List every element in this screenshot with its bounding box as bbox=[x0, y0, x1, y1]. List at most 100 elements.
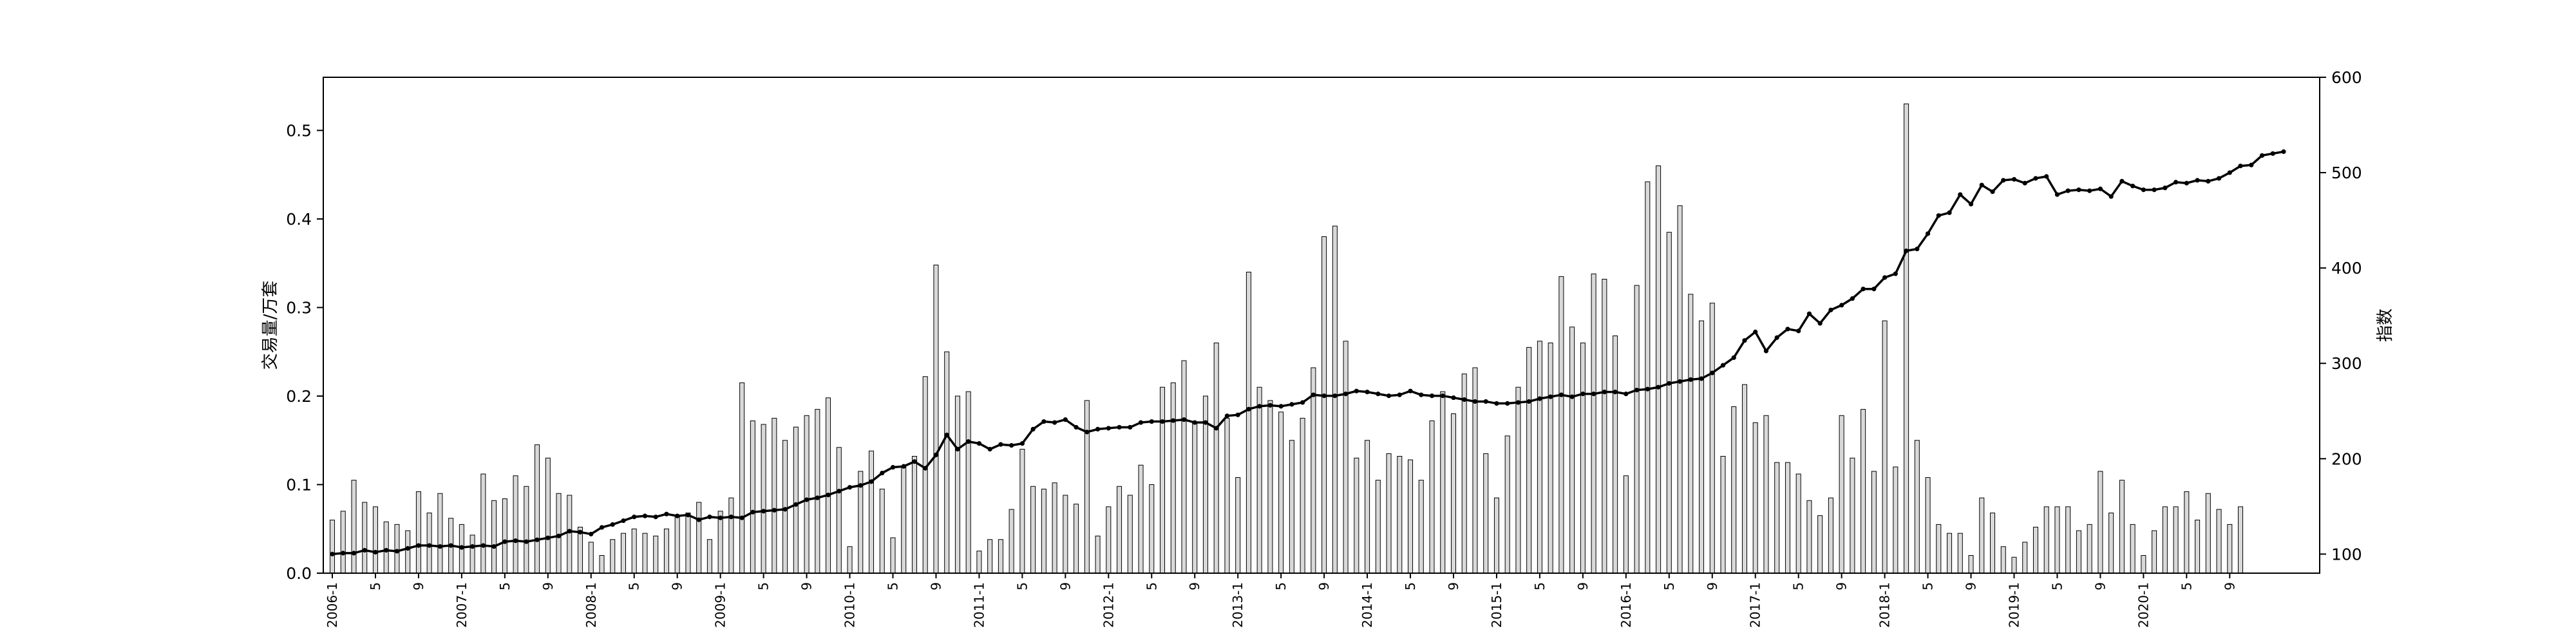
y-tick-label-left: 0.3 bbox=[286, 299, 312, 317]
index-point bbox=[1763, 348, 1769, 354]
index-point bbox=[578, 529, 583, 535]
index-point bbox=[1558, 392, 1564, 397]
volume-bar bbox=[663, 528, 669, 574]
index-point bbox=[1796, 328, 1801, 334]
volume-bar bbox=[2076, 530, 2081, 574]
volume-bar bbox=[405, 530, 411, 574]
volume-bar bbox=[1936, 524, 1942, 574]
index-point bbox=[502, 539, 507, 544]
volume-bar bbox=[383, 521, 389, 574]
volume-bar bbox=[1224, 417, 1230, 574]
volume-bar bbox=[1839, 415, 1844, 574]
index-point bbox=[1063, 417, 1068, 422]
index-point bbox=[2108, 194, 2114, 199]
x-tick-label: 5 bbox=[627, 582, 642, 591]
volume-bar bbox=[1418, 480, 1424, 574]
index-point bbox=[1915, 246, 1920, 252]
volume-bar bbox=[869, 450, 875, 574]
index-point bbox=[524, 539, 529, 544]
volume-bar bbox=[1450, 413, 1457, 574]
y-axis-label-right: 指数 bbox=[2376, 308, 2395, 342]
index-point bbox=[384, 547, 389, 553]
index-point bbox=[330, 551, 335, 556]
x-tick-label: 9 bbox=[1446, 582, 1461, 591]
volume-bar bbox=[1914, 440, 1920, 574]
index-point bbox=[1451, 395, 1456, 401]
x-tick-label: 5 bbox=[1273, 582, 1289, 591]
volume-bar bbox=[761, 424, 766, 574]
volume-bar bbox=[1074, 504, 1079, 574]
index-point bbox=[589, 531, 594, 536]
index-point bbox=[998, 442, 1003, 447]
left-axis: 0.0 0.1 0.2 0.3 0.4 0.5 bbox=[286, 122, 323, 583]
index-point bbox=[1839, 303, 1844, 308]
y-tick-label-left: 0.4 bbox=[286, 210, 312, 229]
index-point bbox=[2130, 184, 2136, 189]
index-point bbox=[2174, 180, 2179, 185]
index-point bbox=[1515, 400, 1521, 405]
x-tick-label: 5 bbox=[1014, 582, 1030, 591]
index-point bbox=[653, 515, 658, 520]
index-point bbox=[1753, 329, 1758, 334]
volume-bar bbox=[599, 555, 605, 574]
points-layer bbox=[330, 149, 2286, 556]
x-tick-label: 5 bbox=[368, 582, 383, 591]
volume-bar bbox=[340, 511, 346, 574]
index-point bbox=[890, 465, 896, 470]
index-point bbox=[1828, 307, 1833, 312]
index-point bbox=[1376, 392, 1381, 397]
y-tick-label-right: 500 bbox=[2331, 164, 2362, 182]
volume-bar bbox=[426, 513, 432, 574]
index-point bbox=[416, 543, 421, 548]
index-point bbox=[351, 551, 357, 556]
x-tick-label: 9 bbox=[799, 582, 815, 591]
volume-bar bbox=[1871, 471, 1877, 574]
index-point bbox=[2065, 188, 2070, 193]
index-point bbox=[1785, 327, 1790, 332]
index-point bbox=[2001, 178, 2006, 183]
index-point bbox=[880, 470, 885, 476]
volume-bar bbox=[1774, 462, 1780, 574]
index-point bbox=[976, 441, 982, 446]
index-point bbox=[1494, 401, 1499, 406]
volume-bar bbox=[1365, 440, 1370, 574]
plot-frame bbox=[323, 77, 2320, 574]
x-tick-label: 9 bbox=[2222, 582, 2237, 591]
volume-bar bbox=[329, 520, 336, 574]
volume-bar bbox=[1795, 473, 1801, 574]
x-tick-label: 5 bbox=[886, 582, 901, 591]
index-point bbox=[2270, 151, 2275, 156]
volume-bar bbox=[1785, 462, 1790, 574]
volume-bar bbox=[620, 533, 626, 574]
x-tick-label: 9 bbox=[1575, 582, 1591, 591]
volume-bar bbox=[1699, 320, 1705, 574]
volume-bar bbox=[1192, 422, 1198, 574]
volume-bar bbox=[469, 535, 475, 574]
volume-bar bbox=[728, 497, 734, 574]
index-point bbox=[1074, 424, 1079, 430]
volume-bar bbox=[674, 515, 680, 574]
index-point bbox=[675, 513, 680, 518]
index-point bbox=[642, 513, 648, 518]
x-tick-label: 2007-1 bbox=[454, 582, 469, 628]
index-point bbox=[966, 439, 971, 444]
x-tick-label: 9 bbox=[2092, 582, 2108, 591]
index-point bbox=[718, 515, 723, 520]
index-point bbox=[826, 492, 831, 498]
index-point bbox=[2054, 192, 2060, 197]
index-point bbox=[2011, 176, 2017, 182]
volume-bar bbox=[1159, 386, 1166, 574]
x-tick-label: 2017-1 bbox=[1748, 582, 1763, 628]
index-point bbox=[1580, 392, 1586, 397]
y-axis-label-left: 交易量/万套 bbox=[261, 281, 280, 370]
index-point bbox=[1958, 192, 1963, 197]
volume-bar bbox=[2032, 527, 2038, 574]
volume-bar bbox=[1882, 320, 1888, 574]
volume-bar bbox=[954, 395, 960, 574]
index-point bbox=[1526, 399, 1531, 404]
index-point bbox=[1311, 392, 1316, 397]
index-point bbox=[1009, 442, 1014, 448]
volume-bar bbox=[1278, 412, 1284, 574]
index-point bbox=[2163, 185, 2168, 191]
index-line bbox=[332, 150, 2284, 556]
